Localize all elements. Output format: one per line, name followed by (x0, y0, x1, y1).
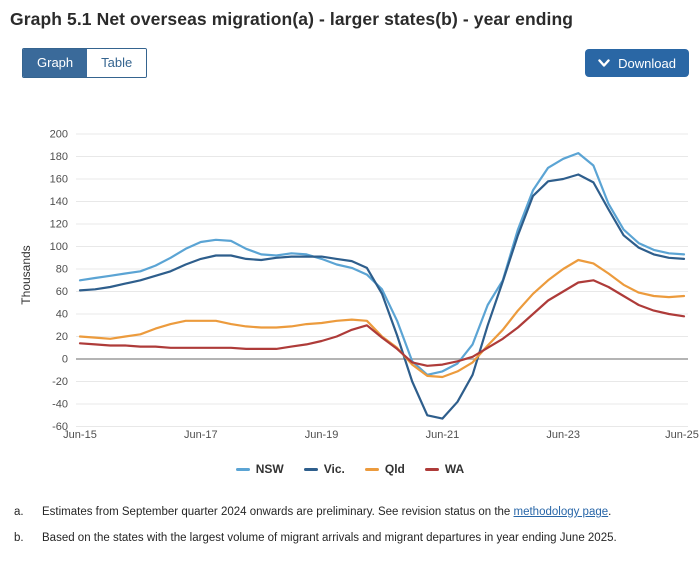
legend-label: Qld (384, 462, 405, 476)
chart-controls: Graph Table Download (11, 48, 689, 78)
y-axis-tick: 200 (50, 129, 68, 141)
footnote-b-text: Based on the states with the largest vol… (42, 532, 617, 544)
migration-line-chart[interactable]: 200180160140120100806040200-20-40-60Jun-… (0, 97, 700, 453)
chart-area: 200 180 160 140 120 100 80 60 40 20 0 -20 -40 -60 Jun-… (0, 97, 700, 453)
legend-item-vic[interactable]: Vic. (303, 462, 345, 476)
y-axis-title: Thousands (19, 245, 33, 304)
vic-line-marker (303, 467, 318, 471)
download-button[interactable]: Download (585, 49, 689, 77)
nsw-line-marker (235, 467, 250, 471)
chevron-down-icon (598, 58, 610, 68)
legend-label: WA (444, 462, 465, 476)
footnote-b-label: b. (14, 532, 24, 544)
y-axis-tick: 120 (50, 219, 68, 231)
footnote-a-label: a. (14, 506, 24, 518)
y-axis-tick: 180 (50, 151, 68, 163)
methodology-page-link[interactable]: methodology page (513, 506, 609, 518)
series-line-Vic[interactable] (78, 173, 686, 420)
graph-table-toggle: Graph Table (22, 48, 148, 78)
page-title: Graph 5.1 Net overseas migration(a) - la… (10, 9, 574, 29)
legend-item-qld[interactable]: Qld (364, 462, 405, 476)
tab-table[interactable]: Table (87, 49, 147, 77)
download-button-label: Download (618, 55, 676, 71)
legend-item-wa[interactable]: WA (424, 462, 465, 476)
footnote-a-text: Estimates from September quarter 2024 on… (42, 506, 612, 518)
y-axis-tick: 140 (50, 196, 68, 208)
x-axis-tick: Jun-23 (546, 429, 580, 441)
y-axis-tick: -20 (52, 376, 68, 388)
y-axis-tick: 80 (56, 264, 68, 276)
y-axis-tick: 0 (62, 354, 68, 366)
nom-chart-page: Graph 5.1 Net overseas migration(a) - la… (0, 8, 700, 580)
legend-label: NSW (255, 462, 284, 476)
y-axis-tick: 20 (56, 331, 68, 343)
tab-graph[interactable]: Graph (23, 49, 88, 77)
series-line-NSW[interactable] (78, 151, 686, 376)
y-axis-tick: 60 (56, 286, 68, 298)
footnotes: a. Estimates from September quarter 2024… (0, 505, 700, 546)
y-axis-tick: 100 (50, 241, 68, 253)
y-axis-tick: 160 (50, 174, 68, 186)
x-axis-tick: Jun-25 (665, 429, 699, 441)
qld-line-marker (364, 467, 379, 471)
legend-label: Vic. (323, 462, 345, 476)
series-line-WA[interactable] (78, 279, 686, 367)
footnote-a: a. Estimates from September quarter 2024… (0, 505, 700, 520)
y-axis-tick: -40 (52, 399, 68, 411)
y-axis-tick: -60 (52, 421, 68, 433)
footnote-b: b. Based on the states with the largest … (0, 531, 700, 546)
chart-legend: NSW Vic. Qld WA (0, 460, 700, 478)
x-axis-tick: Jun-19 (305, 429, 339, 441)
x-axis-tick: Jun-17 (184, 429, 218, 441)
y-axis-tick: 40 (56, 309, 68, 321)
x-axis-tick: Jun-15 (63, 429, 97, 441)
x-axis-tick: Jun-21 (426, 429, 460, 441)
wa-line-marker (424, 467, 439, 471)
legend-item-nsw[interactable]: NSW (235, 462, 284, 476)
